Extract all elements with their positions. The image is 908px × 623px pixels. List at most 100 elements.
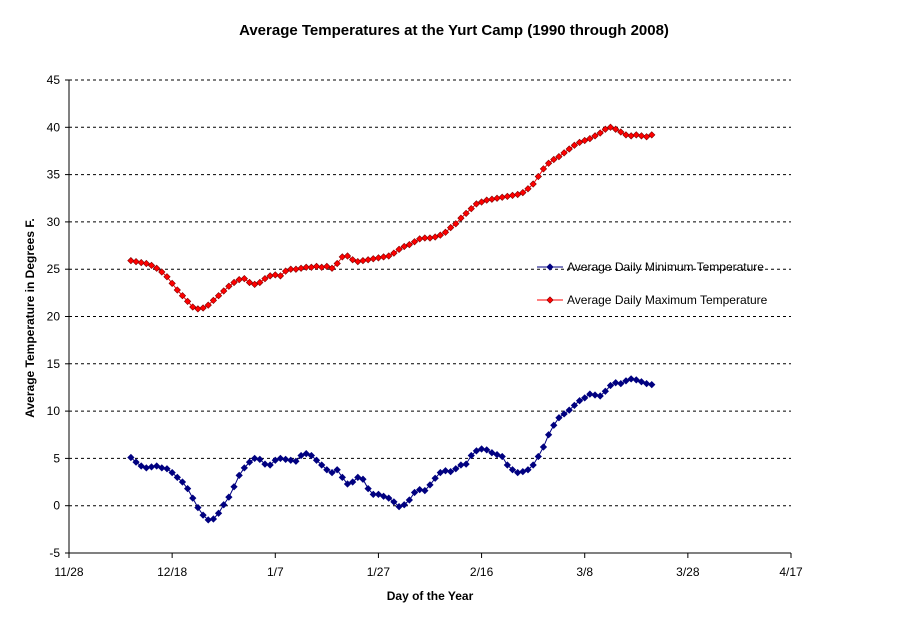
data-point <box>385 252 393 260</box>
data-point <box>307 451 316 460</box>
data-point <box>421 486 429 495</box>
data-point <box>596 129 604 137</box>
data-point <box>333 259 341 268</box>
data-point <box>240 464 248 472</box>
axes <box>65 79 792 558</box>
data-point <box>648 380 656 389</box>
data-point <box>147 463 156 471</box>
series-line <box>130 126 652 310</box>
data-point <box>617 380 625 388</box>
data-point <box>261 275 269 283</box>
data-point <box>622 131 630 139</box>
data-point <box>477 198 486 206</box>
data-point <box>426 234 434 242</box>
data-point <box>410 488 419 497</box>
data-point <box>379 492 388 500</box>
data-point <box>405 496 413 504</box>
x-tick-label: 3/8 <box>576 565 593 579</box>
data-point <box>225 493 233 501</box>
data-point <box>560 410 568 418</box>
data-point <box>648 131 656 139</box>
data-point <box>189 494 197 502</box>
legend-marker <box>546 263 554 271</box>
data-point <box>137 258 145 267</box>
x-tick-label: 4/17 <box>779 565 803 579</box>
data-point <box>343 480 352 488</box>
data-point <box>606 381 615 390</box>
data-point <box>168 468 176 477</box>
data-point <box>390 249 398 257</box>
y-tick-label: 0 <box>53 499 60 513</box>
data-point <box>524 466 532 474</box>
data-point <box>529 461 537 469</box>
data-point <box>359 475 367 483</box>
data-point <box>369 490 377 498</box>
data-point <box>421 234 429 242</box>
data-point <box>173 473 181 481</box>
data-point <box>565 406 573 414</box>
data-point <box>452 465 460 473</box>
data-point <box>601 125 609 133</box>
data-point <box>503 461 511 469</box>
data-point <box>287 456 295 464</box>
data-point <box>637 378 646 386</box>
data-point <box>395 503 403 511</box>
data-point <box>281 267 290 275</box>
data-point <box>390 498 398 506</box>
y-tick-label: 45 <box>47 73 61 87</box>
data-point <box>297 451 305 460</box>
data-point <box>158 268 166 276</box>
data-point <box>349 478 357 486</box>
x-tick-labels: 11/28 12/18 1/7 1/27 2/16 3/8 3/28 4/17 <box>54 565 803 579</box>
data-point <box>173 286 181 294</box>
data-point <box>338 473 346 481</box>
data-point <box>189 303 197 311</box>
data-point <box>560 149 568 157</box>
data-point <box>586 135 594 143</box>
data-point <box>137 462 145 470</box>
y-tick-label: 40 <box>47 120 61 134</box>
data-point <box>127 453 135 462</box>
data-point <box>436 468 444 477</box>
data-point <box>581 136 589 145</box>
data-point <box>312 456 321 464</box>
data-point <box>230 278 238 287</box>
data-point <box>622 377 630 385</box>
data-point <box>524 185 532 193</box>
y-tick-label: 5 <box>53 451 60 465</box>
data-point <box>178 292 187 300</box>
data-point <box>183 297 192 305</box>
data-point <box>477 445 486 453</box>
data-point <box>251 454 259 463</box>
data-point <box>158 464 166 472</box>
data-point <box>601 387 609 395</box>
data-point <box>457 214 465 222</box>
data-point <box>426 481 434 489</box>
data-point <box>498 452 506 461</box>
data-point <box>183 485 192 493</box>
data-point <box>153 264 161 272</box>
data-point <box>612 379 620 387</box>
data-point <box>287 265 295 273</box>
data-point <box>581 394 589 402</box>
data-point <box>467 205 475 213</box>
data-point <box>441 228 450 236</box>
data-point <box>488 449 496 457</box>
data-point <box>292 265 300 273</box>
data-point <box>591 132 599 140</box>
gridlines <box>69 79 791 507</box>
data-point <box>328 468 336 477</box>
data-point <box>147 261 156 270</box>
data-point <box>416 485 424 494</box>
x-tick-label: 2/16 <box>470 565 494 579</box>
data-point <box>400 242 408 251</box>
data-point <box>539 443 548 451</box>
data-point <box>214 292 223 300</box>
data-point <box>163 465 171 473</box>
data-point <box>529 180 537 188</box>
data-point <box>534 452 542 461</box>
data-point <box>472 200 481 208</box>
data-point <box>452 220 460 228</box>
data-point <box>385 494 393 502</box>
